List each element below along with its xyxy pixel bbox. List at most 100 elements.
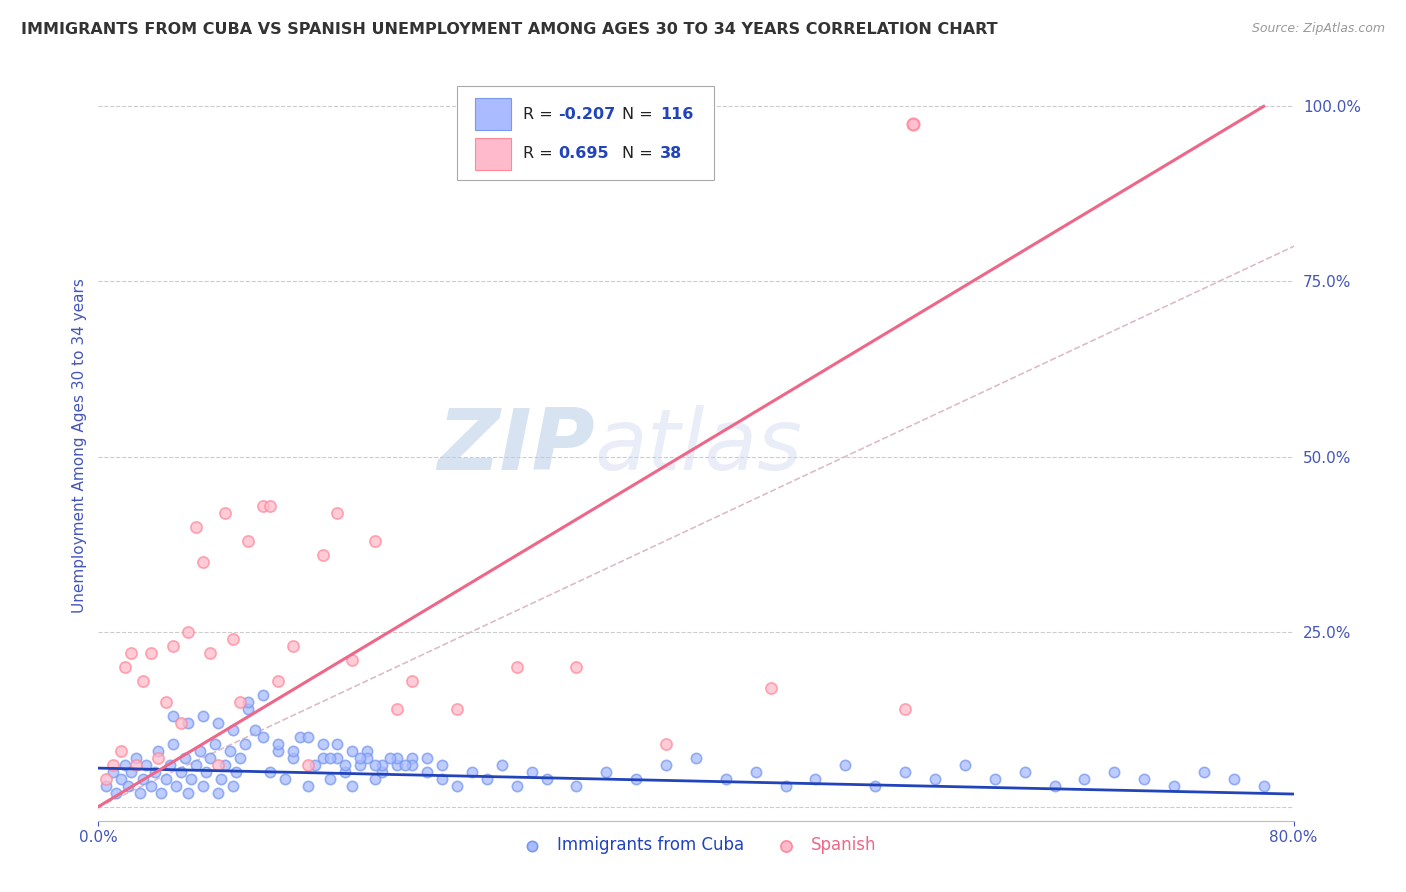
Point bbox=[114, 659, 136, 673]
Point bbox=[125, 757, 148, 772]
Point bbox=[200, 646, 222, 660]
Point bbox=[132, 772, 155, 786]
Text: 116: 116 bbox=[661, 106, 693, 121]
Point bbox=[520, 764, 543, 779]
FancyBboxPatch shape bbox=[475, 98, 510, 130]
Point bbox=[94, 772, 117, 786]
Point bbox=[319, 772, 342, 786]
Point bbox=[430, 757, 453, 772]
Point bbox=[139, 646, 162, 660]
Point bbox=[259, 764, 281, 779]
Point bbox=[385, 701, 409, 715]
Text: ZIP: ZIP bbox=[437, 404, 595, 488]
Point bbox=[159, 757, 181, 772]
Point bbox=[371, 764, 394, 779]
Point bbox=[162, 708, 184, 723]
Point bbox=[148, 750, 170, 764]
Point bbox=[267, 737, 290, 751]
Point bbox=[222, 779, 245, 793]
Point bbox=[1253, 779, 1275, 793]
Point bbox=[378, 750, 401, 764]
Point bbox=[319, 750, 342, 764]
Point bbox=[1073, 772, 1095, 786]
Point bbox=[326, 506, 349, 520]
Point bbox=[901, 117, 924, 131]
Point bbox=[304, 757, 326, 772]
Point bbox=[150, 786, 173, 800]
Text: R =: R = bbox=[523, 106, 558, 121]
Text: Source: ZipAtlas.com: Source: ZipAtlas.com bbox=[1251, 22, 1385, 36]
FancyBboxPatch shape bbox=[475, 138, 510, 169]
Point bbox=[252, 688, 274, 702]
Point bbox=[180, 772, 202, 786]
Point bbox=[184, 519, 207, 533]
Point bbox=[371, 757, 394, 772]
Point bbox=[117, 779, 139, 793]
Point bbox=[191, 708, 214, 723]
Point bbox=[894, 764, 917, 779]
Point bbox=[536, 772, 558, 786]
Point bbox=[125, 750, 148, 764]
Point bbox=[214, 757, 236, 772]
Text: 38: 38 bbox=[661, 146, 682, 161]
Point bbox=[416, 750, 439, 764]
Point bbox=[184, 757, 207, 772]
Point bbox=[745, 764, 768, 779]
Text: N =: N = bbox=[621, 146, 658, 161]
Point bbox=[491, 757, 513, 772]
Y-axis label: Unemployment Among Ages 30 to 34 years: Unemployment Among Ages 30 to 34 years bbox=[72, 278, 87, 614]
Point bbox=[143, 764, 166, 779]
Point bbox=[775, 779, 797, 793]
Point bbox=[129, 786, 152, 800]
Point bbox=[311, 737, 333, 751]
Text: R =: R = bbox=[523, 146, 562, 161]
Point bbox=[191, 555, 214, 569]
Text: 0.695: 0.695 bbox=[558, 146, 609, 161]
Point bbox=[236, 695, 259, 709]
Point bbox=[430, 772, 453, 786]
Point bbox=[416, 764, 439, 779]
Point bbox=[207, 715, 229, 730]
FancyBboxPatch shape bbox=[457, 87, 714, 180]
Point bbox=[356, 743, 378, 757]
Text: IMMIGRANTS FROM CUBA VS SPANISH UNEMPLOYMENT AMONG AGES 30 TO 34 YEARS CORRELATI: IMMIGRANTS FROM CUBA VS SPANISH UNEMPLOY… bbox=[21, 22, 998, 37]
Point bbox=[219, 743, 242, 757]
Point bbox=[565, 779, 588, 793]
Point bbox=[162, 639, 184, 653]
Point bbox=[326, 737, 349, 751]
Point bbox=[759, 681, 782, 695]
Point bbox=[229, 750, 252, 764]
Point bbox=[245, 723, 267, 737]
Point bbox=[177, 624, 200, 639]
Point bbox=[200, 750, 222, 764]
Point bbox=[506, 779, 529, 793]
Point bbox=[148, 743, 170, 757]
Point bbox=[281, 639, 304, 653]
Point bbox=[110, 743, 132, 757]
Point bbox=[236, 701, 259, 715]
Point bbox=[626, 772, 648, 786]
Point bbox=[225, 764, 247, 779]
Point bbox=[311, 750, 333, 764]
Point bbox=[385, 757, 409, 772]
Point bbox=[506, 659, 529, 673]
Point bbox=[1133, 772, 1156, 786]
Point bbox=[446, 701, 468, 715]
Point bbox=[446, 779, 468, 793]
Point bbox=[394, 757, 416, 772]
Point bbox=[174, 750, 197, 764]
Point bbox=[169, 715, 191, 730]
Point bbox=[297, 779, 319, 793]
Point bbox=[169, 764, 191, 779]
Point bbox=[103, 764, 125, 779]
Legend: Immigrants from Cuba, Spanish: Immigrants from Cuba, Spanish bbox=[509, 830, 883, 861]
Point bbox=[207, 757, 229, 772]
Point bbox=[162, 737, 184, 751]
Point bbox=[364, 772, 387, 786]
Point bbox=[139, 779, 162, 793]
Point bbox=[165, 779, 187, 793]
Point bbox=[207, 786, 229, 800]
Point bbox=[120, 764, 142, 779]
Point bbox=[252, 499, 274, 513]
Point bbox=[364, 757, 387, 772]
